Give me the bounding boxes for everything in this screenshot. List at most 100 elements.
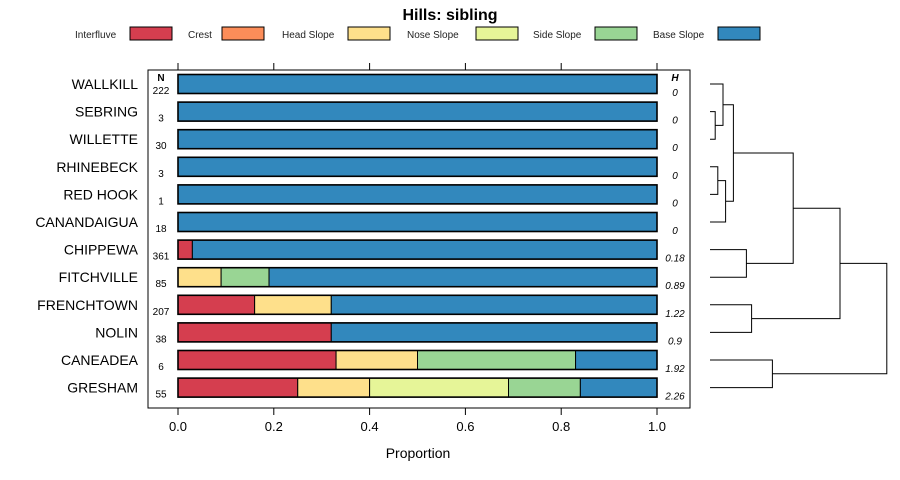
dendrogram-branch: [723, 104, 734, 202]
bar-segment: [177, 322, 332, 343]
bar-segment: [191, 239, 658, 260]
bar-outline: [177, 128, 658, 150]
row-label: WILLETTE: [70, 131, 138, 147]
bar-segment: [254, 294, 332, 315]
x-tick-label: 0.0: [169, 419, 187, 434]
dendrogram-branch: [710, 111, 716, 140]
dendrogram-branch: [710, 166, 719, 195]
bar-row: SEBRING 3 0: [75, 101, 678, 127]
bar-outline: [177, 377, 658, 398]
plot-frame: [147, 69, 691, 409]
n-value: 6: [158, 362, 164, 373]
bar-row: CANANDAIGUA 18 0: [35, 211, 678, 237]
row-label: NOLIN: [95, 324, 138, 340]
bar-outline: [177, 211, 658, 233]
row-label: FITCHVILLE: [59, 269, 138, 285]
legend: Interfluve Crest Head Slope Nose Slope Side …: [75, 26, 761, 41]
bar-segment: [177, 74, 658, 94]
bar-row: RHINEBECK 3 0: [56, 156, 678, 182]
bar-outline: [177, 73, 658, 95]
bar-outline: [177, 184, 658, 205]
bar-segment: [177, 184, 658, 205]
row-label: FRENCHTOWN: [37, 297, 138, 313]
row-label: CANANDAIGUA: [35, 214, 138, 230]
legend-swatch: [594, 26, 638, 41]
n-value: 1: [158, 196, 164, 207]
bar-row: RED HOOK 1 0: [63, 184, 678, 209]
bar-outline: [177, 322, 658, 343]
h-value: 0: [672, 171, 678, 182]
dendrogram-branch: [733, 152, 794, 264]
bar-row: NOLIN 38 0.9: [95, 322, 682, 347]
n-value: 207: [153, 307, 170, 318]
row-label: CHIPPEWA: [64, 242, 139, 258]
x-tick-label: 0.4: [361, 419, 379, 434]
bar-segment: [177, 267, 222, 288]
n-value: 3: [158, 169, 164, 180]
bar-segment: [177, 212, 658, 232]
bar-segment: [177, 101, 658, 122]
bar-segment: [575, 350, 658, 370]
bar-segment: [268, 267, 658, 288]
bar-outline: [177, 239, 658, 260]
bar-outline: [177, 294, 658, 316]
h-value: 0: [672, 88, 678, 99]
legend-label: Nose Slope: [407, 30, 459, 41]
h-value: 0.89: [665, 281, 685, 292]
bar-segment: [220, 267, 270, 288]
n-value: 30: [155, 141, 167, 152]
bar-segment: [417, 350, 577, 370]
n-value: 55: [155, 390, 167, 401]
x-tick-label: 0.8: [552, 419, 570, 434]
row-label: CANEADEA: [61, 352, 139, 368]
bar-outline: [177, 156, 658, 178]
h-value: 0: [672, 143, 678, 154]
n-value: 85: [155, 279, 167, 290]
bar-segment: [177, 239, 193, 260]
bar-row: CANEADEA 6 1.92: [61, 349, 685, 375]
row-label: WALLKILL: [72, 76, 139, 92]
dendrogram-branch: [710, 249, 747, 278]
dendrogram-branch: [710, 304, 753, 333]
legend-swatch: [129, 26, 173, 41]
h-value: 2.26: [664, 392, 685, 403]
bar-outline: [177, 349, 658, 371]
bar-row: GRESHAM 55 2.26: [67, 377, 685, 403]
h-value: 0: [672, 198, 678, 209]
h-value: 0.18: [665, 254, 685, 265]
bar-segment: [177, 350, 337, 370]
legend-swatch: [475, 26, 519, 41]
legend-label: Side Slope: [533, 30, 582, 41]
dendrogram-branch: [772, 262, 888, 375]
n-value: 222: [153, 86, 170, 97]
chart-title: Hills: sibling: [402, 7, 497, 24]
row-label: GRESHAM: [67, 380, 138, 396]
x-tick-label: 0.6: [456, 419, 474, 434]
dendrogram: [710, 83, 888, 389]
legend-swatch: [717, 26, 761, 41]
row-label: RED HOOK: [63, 186, 138, 202]
bar-outline: [177, 101, 658, 122]
bar-segment: [297, 377, 371, 398]
bar-row: WILLETTE 30 0: [70, 128, 678, 154]
bar-segment: [177, 156, 658, 177]
bar-segment: [330, 322, 658, 343]
bar-segment: [177, 294, 256, 315]
bar-row: CHIPPEWA 361 0.18: [64, 239, 685, 265]
x-axis: 0.0 0.2 0.4 0.6 0.8 1.0: [169, 63, 666, 434]
row-label: RHINEBECK: [56, 159, 138, 175]
h-value: 0: [672, 116, 678, 127]
x-tick-label: 1.0: [648, 419, 666, 434]
legend-label: Base Slope: [653, 30, 705, 41]
bar-segment: [508, 377, 581, 398]
n-value: 38: [155, 334, 167, 345]
row-label: SEBRING: [75, 104, 138, 120]
n-value: 3: [158, 114, 164, 125]
bar-segment: [177, 377, 299, 398]
n-column-header: N: [157, 73, 164, 84]
legend-label: Crest: [188, 30, 212, 41]
bar-segment: [330, 294, 658, 315]
bar-segment: [177, 129, 658, 150]
bar-segment: [579, 377, 658, 398]
